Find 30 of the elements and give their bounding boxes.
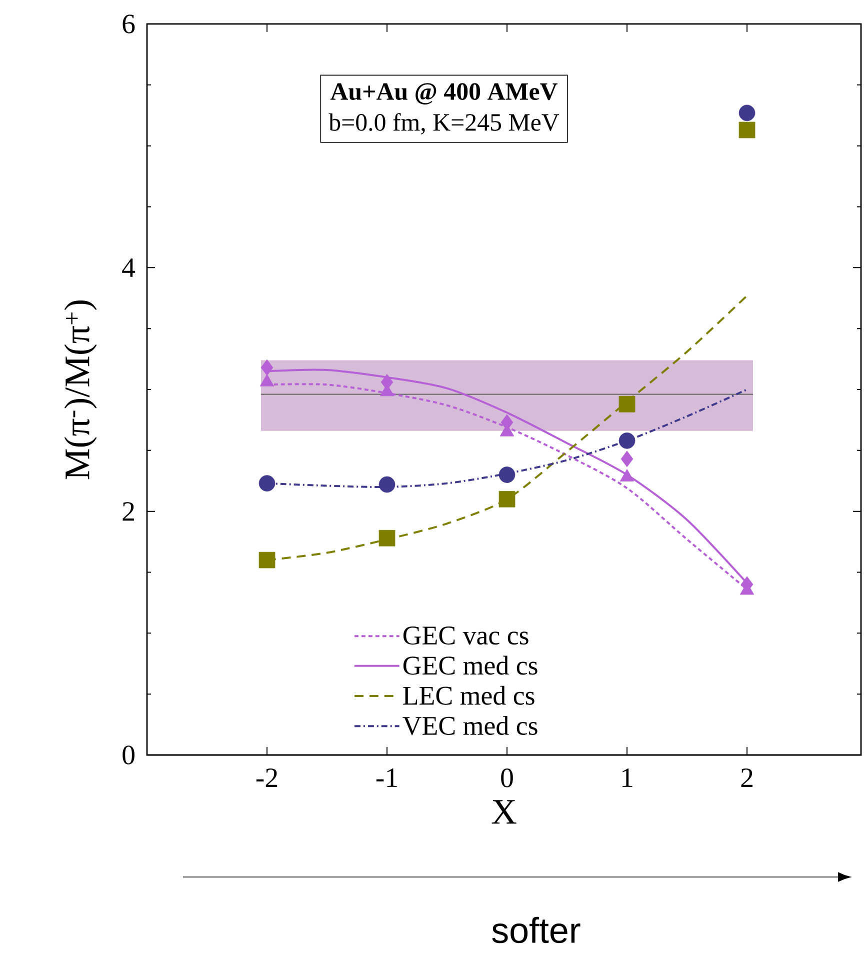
y-tick-label: 4 — [122, 258, 136, 277]
text: softer — [492, 916, 580, 944]
x-tick-label: 2 — [741, 768, 752, 787]
x-tick-label: -2 — [256, 768, 278, 787]
legend-label: LEC med cs — [403, 686, 534, 705]
y-tick-label: 0 — [122, 746, 134, 764]
point — [258, 475, 276, 492]
legend-label: VEC med cs — [402, 716, 538, 736]
legend-label: GEC vac cs — [403, 626, 528, 645]
legend-label: GEC med cs — [403, 656, 538, 675]
point — [498, 490, 516, 508]
y-tick-label: 6 — [122, 14, 135, 34]
point — [260, 359, 274, 376]
point — [378, 476, 396, 493]
point — [498, 466, 516, 483]
point — [258, 552, 276, 568]
x-tick-label: 0 — [501, 768, 513, 788]
y-axis-title: M(π$^{-}$)/M(π$^{+}$) — [64, 300, 97, 480]
x-tick-label: -1 — [376, 768, 397, 787]
point — [618, 432, 636, 449]
x-tick-label: 1 — [622, 768, 632, 787]
point — [618, 396, 636, 412]
point — [378, 530, 396, 546]
point — [738, 122, 756, 138]
y-tick-label: 2 — [122, 502, 134, 521]
x-axis-title: X — [492, 800, 516, 824]
point — [620, 450, 634, 468]
point — [738, 104, 756, 122]
text: Au+Au @ 400 AMeV — [330, 83, 558, 104]
text: b=0.0 fm, K=245 MeV — [328, 113, 560, 134]
